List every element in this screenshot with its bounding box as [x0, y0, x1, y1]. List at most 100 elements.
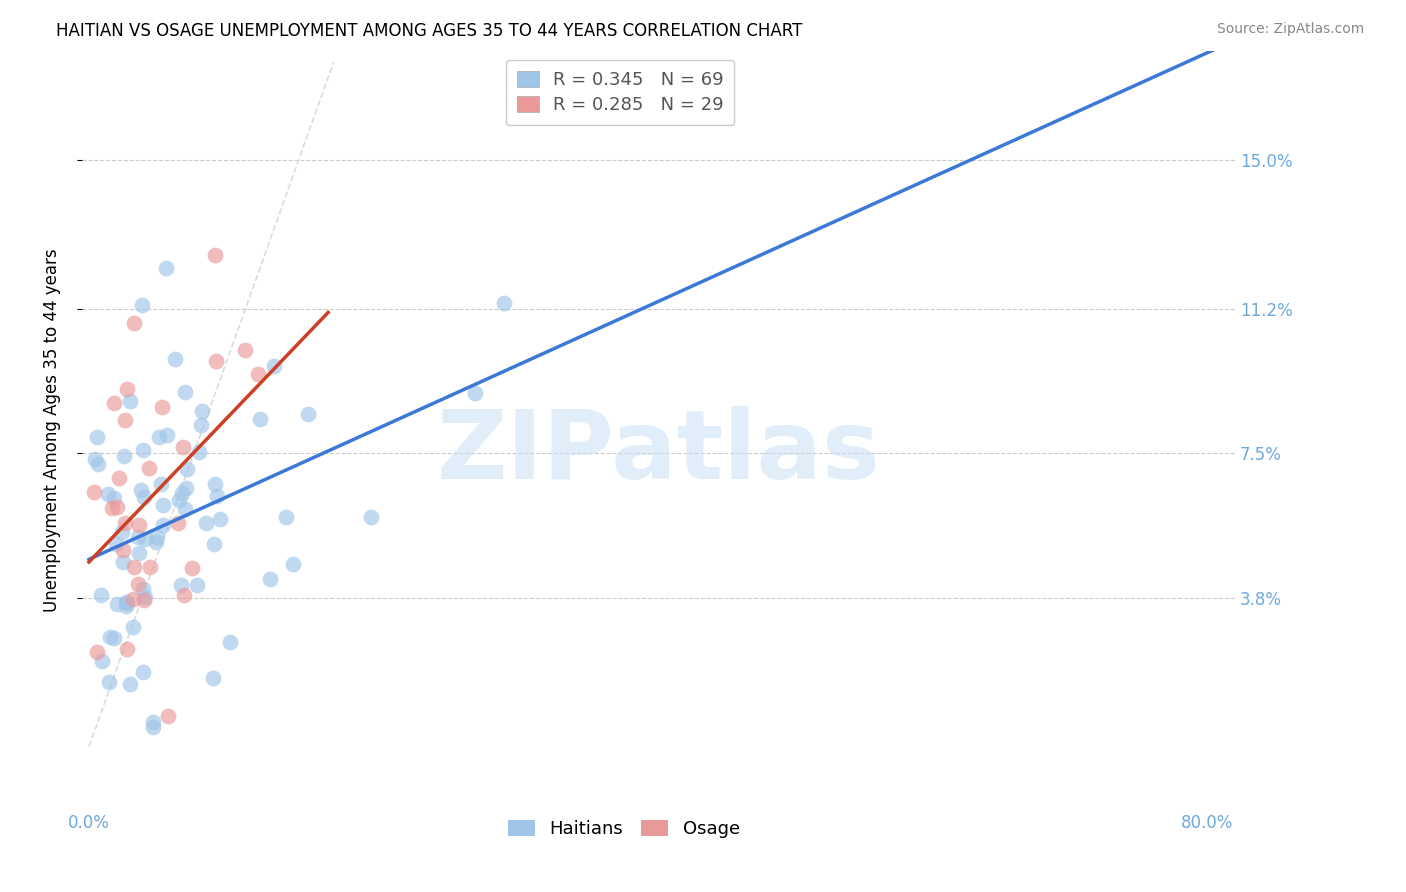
Point: [233, 343, 256, 357]
Point: [148, 430, 170, 444]
Point: [127, 577, 149, 591]
Point: [172, 441, 194, 455]
Point: [127, 530, 149, 544]
Point: [132, 582, 155, 597]
Point: [115, 595, 138, 609]
Point: [111, 555, 134, 569]
Point: [128, 517, 150, 532]
Point: [208, 512, 231, 526]
Point: [138, 560, 160, 574]
Point: [274, 509, 297, 524]
Text: ZIPatlas: ZIPatlas: [436, 406, 880, 500]
Y-axis label: Unemployment Among Ages 35 to 44 years: Unemployment Among Ages 35 to 44 years: [44, 248, 60, 612]
Point: [204, 476, 226, 491]
Point: [156, 427, 179, 442]
Point: [115, 383, 138, 397]
Point: [259, 573, 281, 587]
Point: [111, 524, 134, 539]
Point: [124, 560, 146, 574]
Point: [204, 247, 226, 261]
Point: [176, 461, 198, 475]
Point: [190, 418, 212, 433]
Point: [128, 546, 150, 560]
Point: [101, 501, 124, 516]
Point: [132, 593, 155, 607]
Point: [121, 592, 143, 607]
Point: [105, 536, 128, 550]
Point: [281, 558, 304, 572]
Point: [202, 671, 225, 685]
Point: [98, 630, 121, 644]
Point: [114, 412, 136, 426]
Point: [202, 537, 225, 551]
Point: [247, 367, 270, 381]
Point: [103, 395, 125, 409]
Point: [97, 487, 120, 501]
Point: [134, 532, 156, 546]
Point: [142, 715, 165, 730]
Point: [120, 677, 142, 691]
Point: [204, 354, 226, 368]
Point: [170, 486, 193, 500]
Text: Source: ZipAtlas.com: Source: ZipAtlas.com: [1216, 22, 1364, 37]
Point: [114, 516, 136, 530]
Point: [176, 482, 198, 496]
Point: [191, 404, 214, 418]
Point: [249, 411, 271, 425]
Point: [112, 449, 135, 463]
Point: [134, 590, 156, 604]
Point: [118, 393, 141, 408]
Point: [187, 445, 209, 459]
Point: [131, 298, 153, 312]
Point: [297, 407, 319, 421]
Point: [464, 386, 486, 401]
Point: [152, 498, 174, 512]
Point: [173, 385, 195, 400]
Point: [194, 516, 217, 530]
Point: [263, 359, 285, 374]
Point: [84, 451, 107, 466]
Point: [103, 631, 125, 645]
Point: [87, 457, 110, 471]
Point: [149, 477, 172, 491]
Point: [150, 400, 173, 414]
Point: [138, 460, 160, 475]
Point: [122, 316, 145, 330]
Point: [90, 654, 112, 668]
Point: [105, 597, 128, 611]
Legend: Haitians, Osage: Haitians, Osage: [501, 813, 747, 846]
Point: [145, 535, 167, 549]
Point: [122, 620, 145, 634]
Point: [205, 489, 228, 503]
Point: [142, 720, 165, 734]
Point: [90, 588, 112, 602]
Point: [132, 443, 155, 458]
Point: [108, 470, 131, 484]
Point: [132, 490, 155, 504]
Point: [115, 641, 138, 656]
Point: [86, 430, 108, 444]
Point: [181, 560, 204, 574]
Point: [97, 675, 120, 690]
Point: [152, 517, 174, 532]
Point: [170, 578, 193, 592]
Text: HAITIAN VS OSAGE UNEMPLOYMENT AMONG AGES 35 TO 44 YEARS CORRELATION CHART: HAITIAN VS OSAGE UNEMPLOYMENT AMONG AGES…: [56, 22, 803, 40]
Point: [146, 530, 169, 544]
Point: [115, 596, 138, 610]
Point: [219, 635, 242, 649]
Point: [167, 516, 190, 530]
Point: [155, 260, 177, 275]
Point: [173, 501, 195, 516]
Point: [186, 578, 208, 592]
Point: [103, 491, 125, 506]
Point: [492, 295, 515, 310]
Point: [169, 492, 191, 507]
Point: [131, 483, 153, 497]
Point: [173, 588, 195, 602]
Point: [112, 543, 135, 558]
Point: [165, 351, 187, 366]
Point: [105, 500, 128, 514]
Point: [86, 644, 108, 658]
Point: [157, 709, 180, 723]
Point: [132, 665, 155, 679]
